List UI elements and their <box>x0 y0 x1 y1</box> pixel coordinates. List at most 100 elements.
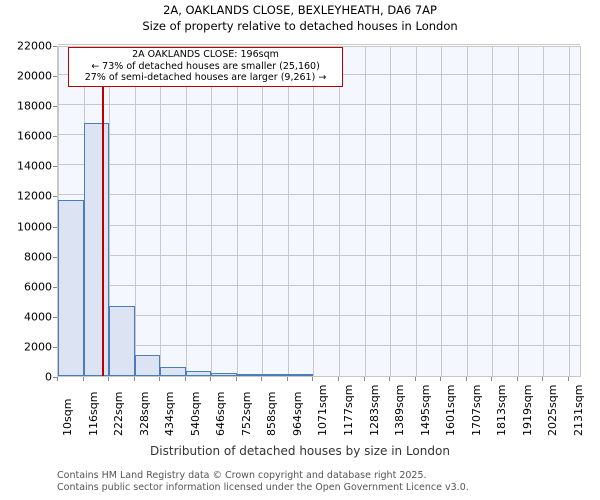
x-axis-tick-label: 1601sqm <box>444 384 458 436</box>
gridline-vertical <box>287 47 289 376</box>
y-axis-tick-mark <box>53 76 57 78</box>
y-axis-tick-mark <box>53 256 57 258</box>
x-axis-tick-label: 1495sqm <box>418 384 432 436</box>
x-axis-tick-mark <box>542 377 544 381</box>
x-axis-tick-label: 328sqm <box>137 391 151 436</box>
x-axis-tick-label: 1919sqm <box>520 384 534 436</box>
x-axis-tick-label: 646sqm <box>214 391 228 436</box>
x-axis-tick-mark <box>465 377 467 381</box>
property-annotation-box: 2A OAKLANDS CLOSE: 196sqm ← 73% of detac… <box>68 47 343 87</box>
gridline-horizontal <box>58 254 580 256</box>
histogram-bar <box>185 371 212 376</box>
x-axis-tick-label: 2131sqm <box>571 384 585 436</box>
histogram-bar <box>109 306 135 376</box>
y-axis-tick-mark <box>53 346 57 348</box>
x-axis-title: Distribution of detached houses by size … <box>150 444 450 458</box>
x-axis-tick-label: 1177sqm <box>342 384 356 436</box>
x-axis-tick-mark <box>363 377 365 381</box>
y-axis-tick-label: 14000 <box>17 159 52 173</box>
x-axis-tick-label: 2025sqm <box>546 384 560 436</box>
x-axis-tick-mark <box>491 377 493 381</box>
x-axis-tick-mark <box>389 377 391 381</box>
gridline-horizontal <box>58 314 580 316</box>
x-axis-tick-mark <box>184 377 186 381</box>
x-axis-tick-mark <box>516 377 518 381</box>
annotation-line-1: 2A OAKLANDS CLOSE: 196sqm <box>132 49 279 60</box>
plot-area <box>57 44 581 377</box>
chart-title-line1: 2A, OAKLANDS CLOSE, BEXLEYHEATH, DA6 7AP <box>163 3 437 17</box>
chart-subtitle-line2: Size of property relative to detached ho… <box>142 19 458 33</box>
x-axis-tick-label: 434sqm <box>163 391 177 436</box>
gridline-vertical <box>390 47 392 376</box>
gridline-vertical <box>185 47 187 376</box>
y-axis-tick-label: 16000 <box>17 129 52 143</box>
y-axis-tick-mark <box>53 286 57 288</box>
gridline-vertical <box>211 47 213 376</box>
gridline-vertical <box>441 47 443 376</box>
x-axis-tick-mark <box>159 377 161 381</box>
x-axis-tick-mark <box>235 377 237 381</box>
gridline-horizontal <box>58 344 580 346</box>
y-axis-tick-label: 22000 <box>17 39 52 53</box>
y-axis-tick-mark <box>53 166 57 168</box>
histogram-bar <box>58 199 84 376</box>
y-axis-tick-mark <box>53 106 57 108</box>
y-axis-tick-mark <box>53 316 57 318</box>
y-axis-tick-label: 2000 <box>24 340 52 354</box>
gridline-horizontal <box>58 164 580 166</box>
gridline-vertical <box>339 47 341 376</box>
gridline-vertical <box>364 47 366 376</box>
x-axis-tick-mark <box>286 377 288 381</box>
gridline-vertical <box>543 47 545 376</box>
gridline-horizontal <box>58 194 580 196</box>
y-axis-tick-mark <box>53 226 57 228</box>
x-axis-tick-mark <box>414 377 416 381</box>
histogram-bar <box>160 366 186 376</box>
x-axis-tick-label: 1071sqm <box>316 384 330 436</box>
x-axis-tick-label: 116sqm <box>86 391 100 436</box>
x-axis-tick-label: 540sqm <box>188 391 202 436</box>
x-axis-tick-mark <box>133 377 135 381</box>
gridline-vertical <box>134 47 136 376</box>
x-axis-tick-label: 10sqm <box>61 398 74 436</box>
x-axis-tick-label: 222sqm <box>112 391 126 436</box>
gridline-vertical <box>109 47 111 376</box>
gridline-horizontal <box>58 134 580 136</box>
gridline-vertical <box>236 47 238 376</box>
y-axis-tick-mark <box>53 377 57 378</box>
x-axis-tick-mark <box>261 377 263 381</box>
histogram-bar <box>211 372 237 376</box>
x-axis-tick-mark <box>567 377 569 381</box>
x-axis-tick-label: 1389sqm <box>393 384 407 436</box>
x-axis-tick-mark <box>440 377 442 381</box>
x-axis-tick-label: 752sqm <box>239 391 253 436</box>
annotation-line-3: 27% of semi-detached houses are larger (… <box>84 72 327 83</box>
gridline-horizontal <box>58 104 580 106</box>
x-axis-tick-label: 1813sqm <box>495 384 509 436</box>
histogram-bar <box>287 374 314 376</box>
x-axis-tick-mark <box>210 377 212 381</box>
gridline-vertical <box>262 47 264 376</box>
histogram-bar <box>262 374 288 376</box>
property-size-marker-line <box>101 47 104 376</box>
footer-line-1: Contains HM Land Registry data © Crown c… <box>57 470 427 481</box>
gridline-vertical <box>313 47 315 376</box>
y-axis-tick-label: 12000 <box>17 189 52 203</box>
x-axis-tick-mark <box>312 377 314 381</box>
y-axis-tick-mark <box>53 136 57 138</box>
x-axis-tick-label: 1707sqm <box>469 384 483 436</box>
gridline-vertical <box>492 47 494 376</box>
x-axis-tick-mark <box>82 377 84 381</box>
x-axis-tick-label: 1283sqm <box>367 384 381 436</box>
y-axis-tick-label: 20000 <box>17 69 52 83</box>
y-axis-tick-mark <box>53 196 57 198</box>
y-axis-tick-label: 4000 <box>24 310 52 324</box>
gridline-horizontal <box>58 284 580 286</box>
gridline-horizontal <box>58 44 580 45</box>
histogram-bar <box>134 354 161 376</box>
y-axis-tick-label: 0 <box>45 370 52 384</box>
x-axis-tick-mark <box>57 377 58 381</box>
gridline-vertical <box>568 47 570 376</box>
footer-line-2: Contains public sector information licen… <box>57 481 469 493</box>
